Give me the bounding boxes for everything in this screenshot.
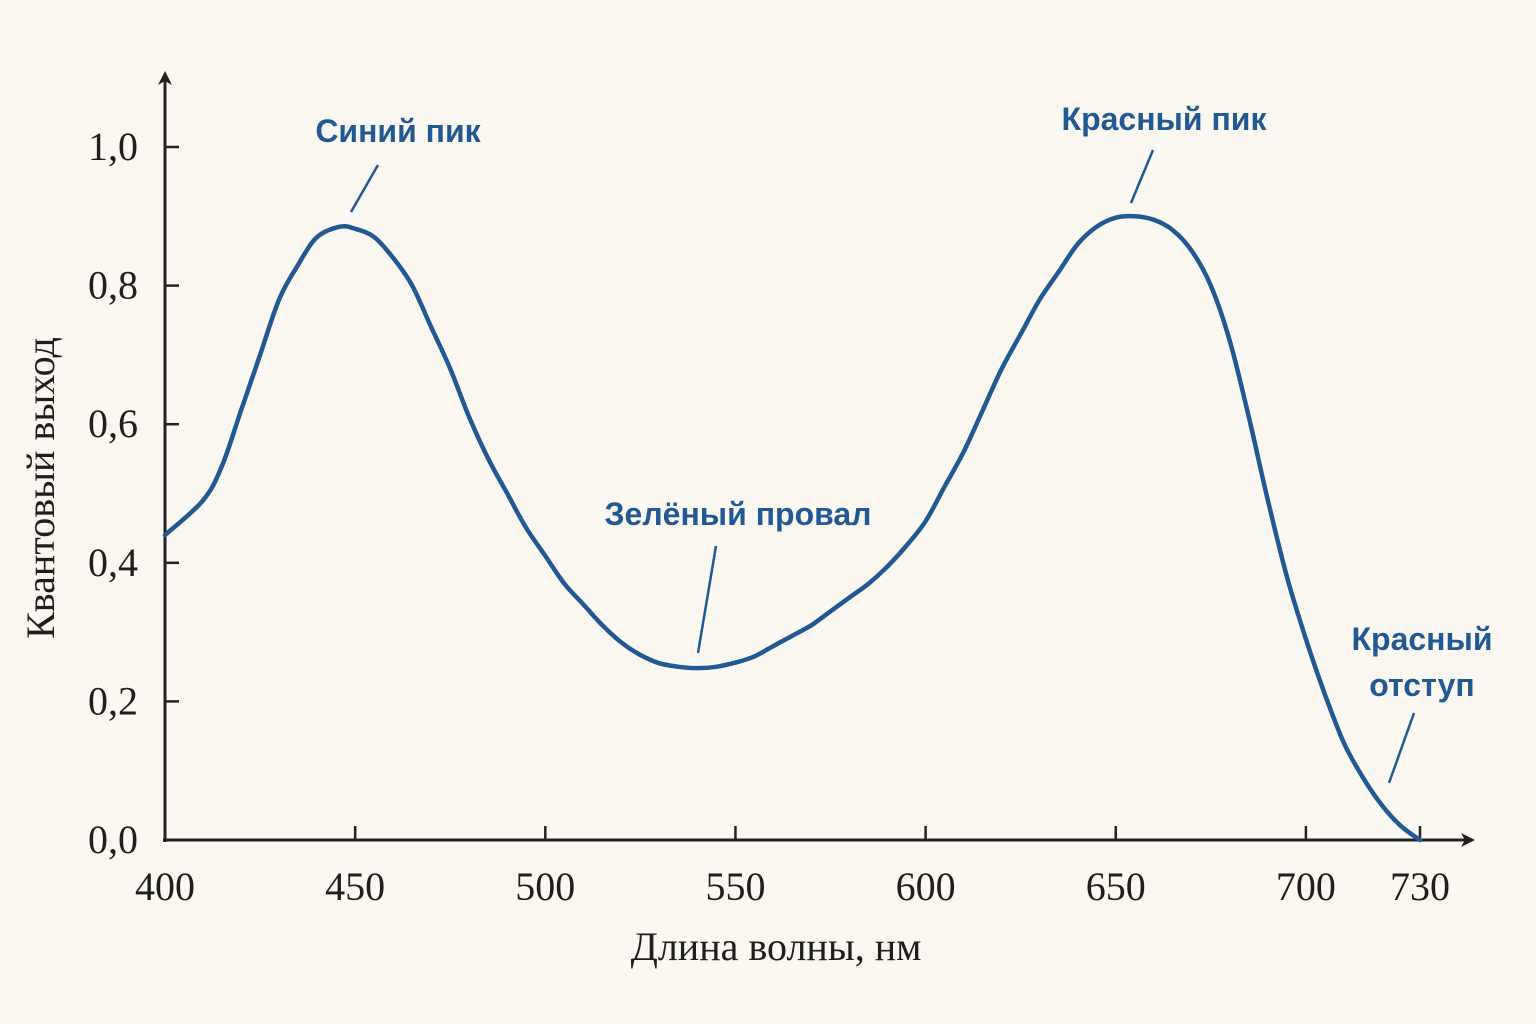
- y-tick-label: 0,4: [88, 540, 138, 585]
- green-dip-leader-line: [696, 545, 718, 654]
- red-peak-label-line: Красный пик: [1062, 101, 1268, 137]
- y-tick-label: 1,0: [88, 124, 138, 169]
- red-edge-leader-line: [1387, 712, 1416, 784]
- blue-peak-label-line: Синий пик: [315, 113, 481, 149]
- x-tick-label: 500: [515, 864, 575, 909]
- y-tick-label: 0,0: [88, 817, 138, 862]
- red-peak-label: Красный пик: [1062, 101, 1268, 137]
- series-layer: [162, 213, 1423, 843]
- series-line: [162, 213, 1423, 843]
- y-axis-title: Квантовый выход: [18, 337, 63, 639]
- annotations: Синий пик Красный пик Зелёный провал Красны…: [315, 101, 1493, 784]
- y-axis-ticks: 0,0 0,2 0,4 0,6 0,8 1,0: [88, 124, 179, 862]
- x-tick-label: 700: [1276, 864, 1336, 909]
- x-tick-label: 450: [325, 864, 385, 909]
- y-tick-label: 0,6: [88, 401, 138, 446]
- blue-peak-label: Синий пик: [315, 113, 481, 149]
- red-edge-label-line: отступ: [1369, 667, 1474, 703]
- x-tick-label: 650: [1086, 864, 1146, 909]
- x-axis-title: Длина волны, нм: [631, 924, 922, 969]
- x-tick-label: 550: [705, 864, 765, 909]
- y-tick-label: 0,8: [88, 263, 138, 308]
- axes: [158, 71, 1475, 847]
- red-peak-leader-line: [1129, 149, 1155, 204]
- y-tick-label: 0,2: [88, 678, 138, 723]
- blue-peak-leader-line: [349, 164, 380, 213]
- red-edge-label: Красный отступ: [1352, 621, 1493, 703]
- green-dip-label: Зелёный провал: [605, 496, 872, 532]
- x-tick-label: 600: [896, 864, 956, 909]
- x-tick-label: 730: [1390, 864, 1450, 909]
- green-dip-label-line: Зелёный провал: [605, 496, 872, 532]
- x-tick-label: 400: [135, 864, 195, 909]
- x-axis-ticks: 400 450 500 550 600 650 700 730: [135, 826, 1450, 909]
- red-edge-label-line: Красный: [1352, 621, 1493, 657]
